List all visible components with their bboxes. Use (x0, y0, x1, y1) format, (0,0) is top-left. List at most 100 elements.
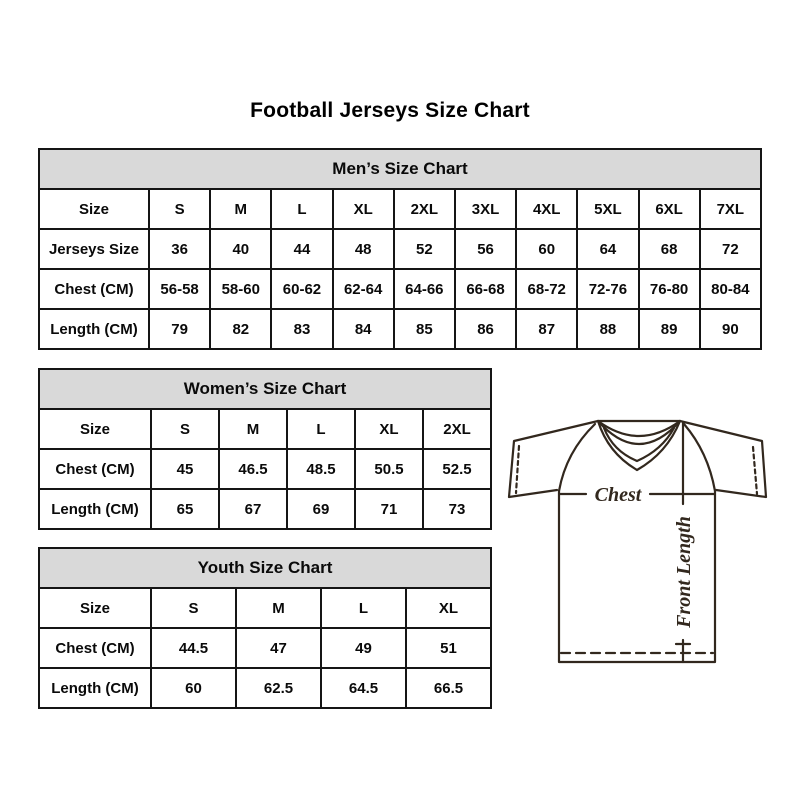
size-value-cell: 69 (286, 488, 356, 530)
size-value-cell: 64-66 (392, 268, 456, 310)
size-value-cell: 48 (331, 228, 395, 270)
size-value-cell: 5XL (576, 188, 640, 230)
size-value-cell: L (320, 587, 407, 629)
size-value-cell: 40 (209, 228, 273, 270)
size-value-cell: 72 (698, 228, 763, 270)
size-value-cell: 44.5 (150, 627, 237, 669)
jersey-measurement-diagram: Chest Front Length (507, 419, 768, 664)
size-value-cell: 90 (698, 308, 763, 350)
jersey-right-sleeve (678, 419, 768, 499)
table-row: Jerseys Size 36 40 44 48 52 56 60 64 68 72 (38, 228, 763, 270)
size-value-cell: 49 (320, 627, 407, 669)
size-value-cell: 50.5 (354, 448, 424, 490)
size-value-cell: 45 (150, 448, 220, 490)
size-value-cell: 73 (422, 488, 492, 530)
size-value-cell: 64.5 (320, 667, 407, 709)
row-label: Size (38, 188, 150, 230)
size-value-cell: 52 (392, 228, 456, 270)
size-value-cell: 84 (331, 308, 395, 350)
size-value-cell: 6XL (637, 188, 701, 230)
size-value-cell: 60 (515, 228, 579, 270)
table-row: Size S M L XL (38, 587, 492, 629)
row-label: Size (38, 587, 152, 629)
size-value-cell: 86 (453, 308, 518, 350)
row-label: Length (CM) (38, 308, 150, 350)
size-value-cell: 46.5 (218, 448, 288, 490)
size-value-cell: 83 (270, 308, 334, 350)
size-value-cell: 79 (147, 308, 212, 350)
size-value-cell: XL (354, 408, 424, 450)
table-row: Length (CM) 65 67 69 71 73 (38, 488, 492, 530)
chest-label: Chest (595, 484, 643, 506)
size-value-cell: 62-64 (331, 268, 395, 310)
jersey-vneck-inner (602, 426, 676, 463)
row-label: Chest (CM) (38, 268, 150, 310)
right-sleeve-dashed-line (751, 445, 759, 496)
size-value-cell: 67 (218, 488, 288, 530)
size-value-cell: 58-60 (209, 268, 273, 310)
size-value-cell: 56 (453, 228, 518, 270)
table-row: Size S M L XL 2XL (38, 408, 492, 450)
size-value-cell: 47 (235, 627, 322, 669)
size-value-cell: 60-62 (270, 268, 334, 310)
table-title: Women’s Size Chart (38, 368, 492, 410)
size-value-cell: 36 (147, 228, 212, 270)
size-value-cell: 89 (637, 308, 701, 350)
size-value-cell: 44 (270, 228, 334, 270)
size-value-cell: XL (405, 587, 492, 629)
page-title: Football Jerseys Size Chart (250, 99, 530, 122)
row-label: Size (38, 408, 152, 450)
size-value-cell: 80-84 (698, 268, 763, 310)
size-value-cell: 2XL (422, 408, 492, 450)
youth-size-table: Youth Size Chart Size S M L XL Chest (CM) 44.5 4… (38, 547, 492, 709)
size-value-cell: 87 (515, 308, 579, 350)
size-value-cell: XL (331, 188, 395, 230)
table-row: Chest (CM) 45 46.5 48.5 50.5 52.5 (38, 448, 492, 490)
front-length-label: Front Length (673, 516, 695, 629)
size-value-cell: S (150, 587, 237, 629)
table-row: Chest (CM) 44.5 47 49 51 (38, 627, 492, 669)
size-value-cell: 48.5 (286, 448, 356, 490)
mens-size-table: Men’s Size Chart Size S M L XL 2XL 3XL 4XL 5XL 6XL… (38, 148, 763, 350)
table-row: Chest (CM) 56-58 58-60 60-62 62-64 64-66 66-68… (38, 268, 763, 310)
size-value-cell: 88 (576, 308, 640, 350)
size-value-cell: 56-58 (147, 268, 212, 310)
table-row: Length (CM) 60 62.5 64.5 66.5 (38, 667, 492, 709)
size-value-cell: M (218, 408, 288, 450)
size-value-cell: 65 (150, 488, 220, 530)
size-value-cell: 85 (392, 308, 456, 350)
size-value-cell: 3XL (453, 188, 518, 230)
size-value-cell: 4XL (515, 188, 579, 230)
size-value-cell: S (147, 188, 212, 230)
womens-size-table: Women’s Size Chart Size S M L XL 2XL Chest (CM)… (38, 368, 492, 530)
row-label: Chest (CM) (38, 627, 152, 669)
jersey-vneck-outer (596, 419, 682, 472)
jersey-left-seam (557, 422, 597, 493)
size-value-cell: 7XL (698, 188, 763, 230)
row-label: Jerseys Size (38, 228, 150, 270)
size-value-cell: 76-80 (637, 268, 701, 310)
row-label: Length (CM) (38, 667, 152, 709)
size-value-cell: S (150, 408, 220, 450)
size-value-cell: 68-72 (515, 268, 579, 310)
size-value-cell: 71 (354, 488, 424, 530)
size-value-cell: L (286, 408, 356, 450)
table-title: Men’s Size Chart (38, 148, 762, 190)
jersey-body (557, 489, 717, 664)
size-value-cell: 2XL (392, 188, 456, 230)
size-value-cell: 60 (150, 667, 237, 709)
table-row: Length (CM) 79 82 83 84 85 86 87 88 89 90 (38, 308, 763, 350)
size-value-cell: 66-68 (453, 268, 518, 310)
size-value-cell: 82 (209, 308, 273, 350)
size-value-cell: 52.5 (422, 448, 492, 490)
left-sleeve-dashed-line (514, 444, 521, 495)
size-value-cell: M (209, 188, 273, 230)
size-value-cell: 66.5 (405, 667, 492, 709)
jersey-collar-band-curve-2 (596, 419, 682, 445)
jersey-left-sleeve (507, 419, 600, 499)
size-value-cell: 72-76 (576, 268, 640, 310)
size-value-cell: L (270, 188, 334, 230)
front-length-measure-line (674, 421, 692, 664)
size-value-cell: 62.5 (235, 667, 322, 709)
size-value-cell: 64 (576, 228, 640, 270)
